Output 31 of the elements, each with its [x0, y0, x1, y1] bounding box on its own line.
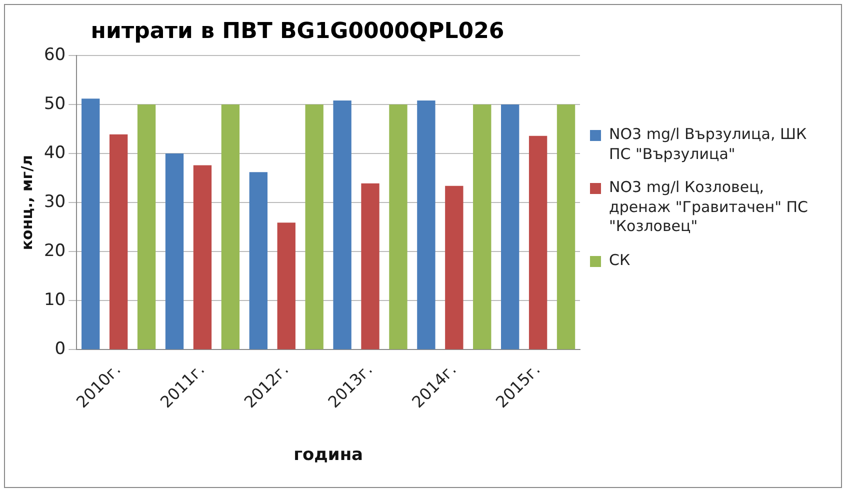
y-tick-label: 10: [44, 290, 66, 310]
bar: [109, 134, 128, 350]
legend-label: NO3 mg/l Козловец, дренаж "Гравитачен" ПС "Козловец": [609, 178, 809, 236]
y-tick-label: 50: [44, 94, 66, 114]
bar: [221, 104, 240, 350]
bar: [445, 186, 464, 350]
bar: [193, 165, 212, 350]
bar: [361, 183, 380, 350]
bar: [528, 136, 548, 350]
bar: [417, 100, 436, 350]
y-tick-label: 60: [44, 44, 66, 65]
bar: [305, 104, 324, 350]
bar: [473, 104, 492, 350]
y-tick-label: 30: [44, 192, 66, 212]
bar: [82, 98, 100, 350]
x-axis-title: година: [294, 445, 364, 466]
bar: [333, 100, 352, 350]
y-tick-label: 0: [54, 339, 66, 360]
bar: [389, 104, 408, 350]
legend-label: NO3 mg/l Вързулица, ШК ПС "Вързулица": [609, 125, 808, 164]
y-tick-label: 20: [44, 241, 66, 262]
legend-label: СК: [609, 250, 630, 270]
bar: [556, 104, 576, 350]
chart-title: нитрати в ПВТ BG1G0000QPL026: [90, 18, 504, 44]
bar: [249, 172, 268, 350]
y-tick-label: 40: [44, 142, 66, 163]
y-axis-title: конц., мг/л: [18, 154, 36, 250]
bar: [277, 222, 296, 350]
bar: [137, 104, 156, 350]
bar: [165, 153, 184, 350]
bar: [501, 104, 520, 350]
